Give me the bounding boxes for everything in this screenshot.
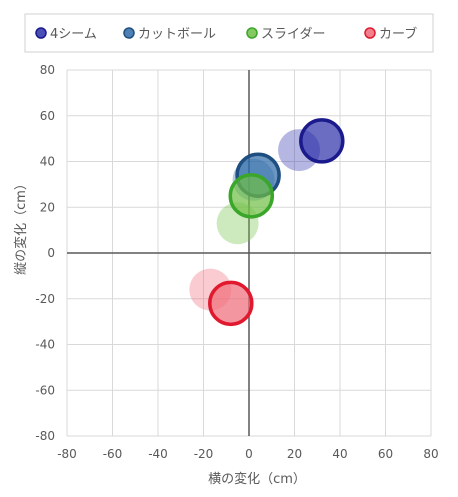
legend-label: 4シーム	[50, 27, 97, 42]
axes	[67, 70, 431, 436]
legend-label: カットボール	[138, 27, 216, 42]
legend-marker	[246, 27, 258, 39]
x-tick-label: 60	[378, 447, 393, 461]
x-tick-labels: -80 -60 -40 -20 0 20 40 60 80	[57, 447, 438, 461]
bubbles	[189, 118, 345, 327]
y-tick-labels: -80 -60 -40 -20 0 20 40 60 80	[35, 63, 55, 443]
x-tick-label: -20	[194, 447, 214, 461]
x-tick-label: 80	[423, 447, 438, 461]
y-axis-title: 縦の変化（cm）	[13, 177, 29, 275]
y-tick-label: -40	[35, 338, 55, 352]
x-tick-label: 40	[332, 447, 347, 461]
legend-label: カーブ	[379, 26, 417, 42]
y-tick-label: 60	[40, 109, 55, 123]
legend: 4シーム カットボール スライダー カーブ	[35, 26, 417, 42]
x-tick-label: 20	[287, 447, 302, 461]
bubble-point	[208, 280, 254, 327]
y-tick-label: -80	[35, 429, 55, 443]
y-tick-label: 20	[40, 200, 55, 214]
x-tick-label: -40	[148, 447, 168, 461]
legend-label: スライダー	[261, 27, 325, 42]
y-tick-label: 0	[47, 246, 55, 260]
legend-marker	[364, 27, 376, 39]
bubble-point	[228, 173, 275, 219]
legend-marker	[35, 27, 47, 39]
legend-marker	[123, 27, 135, 39]
x-tick-label: -80	[57, 447, 77, 461]
y-tick-label: -20	[35, 292, 55, 306]
y-tick-label: -60	[35, 383, 55, 397]
y-tick-label: 80	[40, 63, 55, 77]
x-tick-label: 0	[245, 447, 253, 461]
y-tick-label: 40	[40, 155, 55, 169]
bubble-point	[299, 118, 345, 164]
x-axis-title: 横の変化（cm）	[208, 471, 306, 487]
x-tick-label: -60	[103, 447, 123, 461]
